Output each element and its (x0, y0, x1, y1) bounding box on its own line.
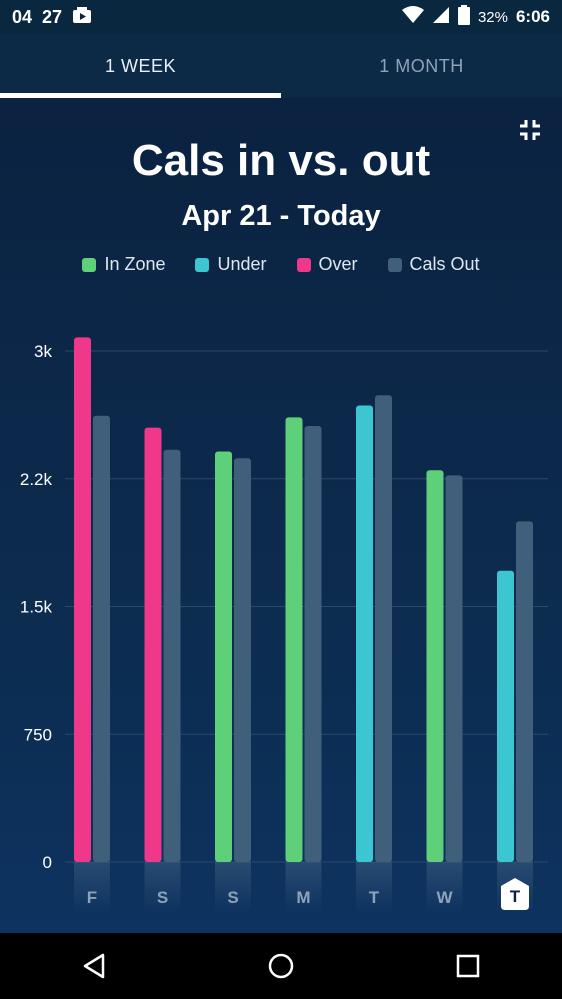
legend-swatch-in-zone (82, 257, 97, 272)
collapse-icon[interactable] (518, 118, 542, 142)
bar-cals-in (497, 570, 514, 862)
bar-reflection (215, 862, 251, 912)
x-tick-label: M (296, 888, 310, 907)
x-tick-label: T (369, 888, 380, 907)
bar-reflection (144, 862, 181, 912)
legend-item-under: Under (195, 254, 267, 275)
legend-swatch-under (195, 257, 210, 272)
y-tick-label: 2.2k (20, 470, 53, 489)
bar-reflection (356, 862, 392, 912)
x-tick-label: T (510, 887, 521, 906)
status-left: 04 27 (12, 6, 92, 29)
home-icon (268, 953, 294, 979)
status-bar: 04 27 32% 6:06 (0, 0, 562, 34)
recents-icon (457, 954, 480, 978)
legend-label: Cals Out (409, 254, 480, 274)
x-tick-label: F (87, 888, 97, 907)
status-time-minute: 27 (42, 6, 63, 27)
bar-cals-out (93, 415, 110, 862)
bar-cals-in (74, 337, 91, 862)
signal-icon (432, 6, 450, 29)
android-nav-bar (0, 933, 562, 999)
tab-1-month[interactable]: 1 MONTH (281, 34, 562, 98)
bar-cals-out (163, 449, 181, 862)
tab-label: 1 MONTH (379, 55, 464, 76)
legend-swatch-over (296, 257, 311, 272)
legend-label: In Zone (104, 254, 166, 274)
wifi-icon (401, 5, 424, 29)
x-tick-label: S (157, 888, 168, 907)
tab-label: 1 WEEK (104, 55, 177, 76)
chart-subtitle: Apr 21 - Today (181, 200, 381, 232)
bar-cals-in (285, 417, 303, 862)
recents-button[interactable] (448, 946, 488, 986)
range-tabs: 1 WEEK 1 MONTH (0, 34, 562, 98)
chart-title: Cals in vs. out (131, 136, 431, 185)
media-icon (72, 6, 92, 29)
back-button[interactable] (74, 946, 114, 986)
bar-reflection (285, 862, 322, 912)
status-time-hour: 04 (12, 6, 33, 27)
bar-reflection (74, 862, 110, 912)
chart-panel: 0 750 1.5k 2.2k 3k F S S M T W T Cals in vs. out Ap… (0, 98, 562, 933)
y-tick-label: 0 (43, 853, 52, 872)
bar-cals-out (234, 458, 251, 862)
clock: 6:06 (515, 7, 550, 26)
battery-percent: 32% (477, 8, 508, 26)
y-tick-label: 1.5k (20, 598, 53, 617)
bar-cals-in (426, 470, 444, 862)
legend-swatch-cals-out (387, 257, 402, 272)
today-marker (501, 878, 529, 910)
battery-icon (457, 4, 470, 30)
bar-cals-in (356, 405, 373, 862)
home-button[interactable] (261, 946, 301, 986)
chart-legend: In Zone Under Over Cals Out (0, 254, 562, 275)
legend-item-in-zone: In Zone (82, 254, 165, 275)
y-tick-label: 3k (34, 342, 52, 361)
bar-chart: 0 750 1.5k 2.2k 3k F S S M T W T (20, 337, 548, 912)
x-tick-label: W (436, 888, 453, 907)
bar-reflection (426, 862, 463, 912)
legend-label: Under (217, 254, 267, 274)
status-right: 32% 6:06 (401, 4, 550, 30)
bar-cals-out (516, 521, 533, 862)
bar-cals-out (445, 475, 463, 862)
legend-item-cals-out: Cals Out (387, 254, 480, 275)
tab-1-week[interactable]: 1 WEEK (0, 34, 281, 98)
bar-cals-in (144, 427, 162, 862)
bar-cals-in (215, 451, 232, 862)
legend-item-over: Over (296, 254, 358, 275)
bar-cals-out (375, 395, 392, 862)
bar-cals-out (304, 425, 322, 862)
legend-label: Over (318, 254, 358, 274)
y-tick-label: 750 (24, 725, 52, 744)
x-tick-label: S (227, 888, 238, 907)
back-icon (83, 953, 104, 979)
